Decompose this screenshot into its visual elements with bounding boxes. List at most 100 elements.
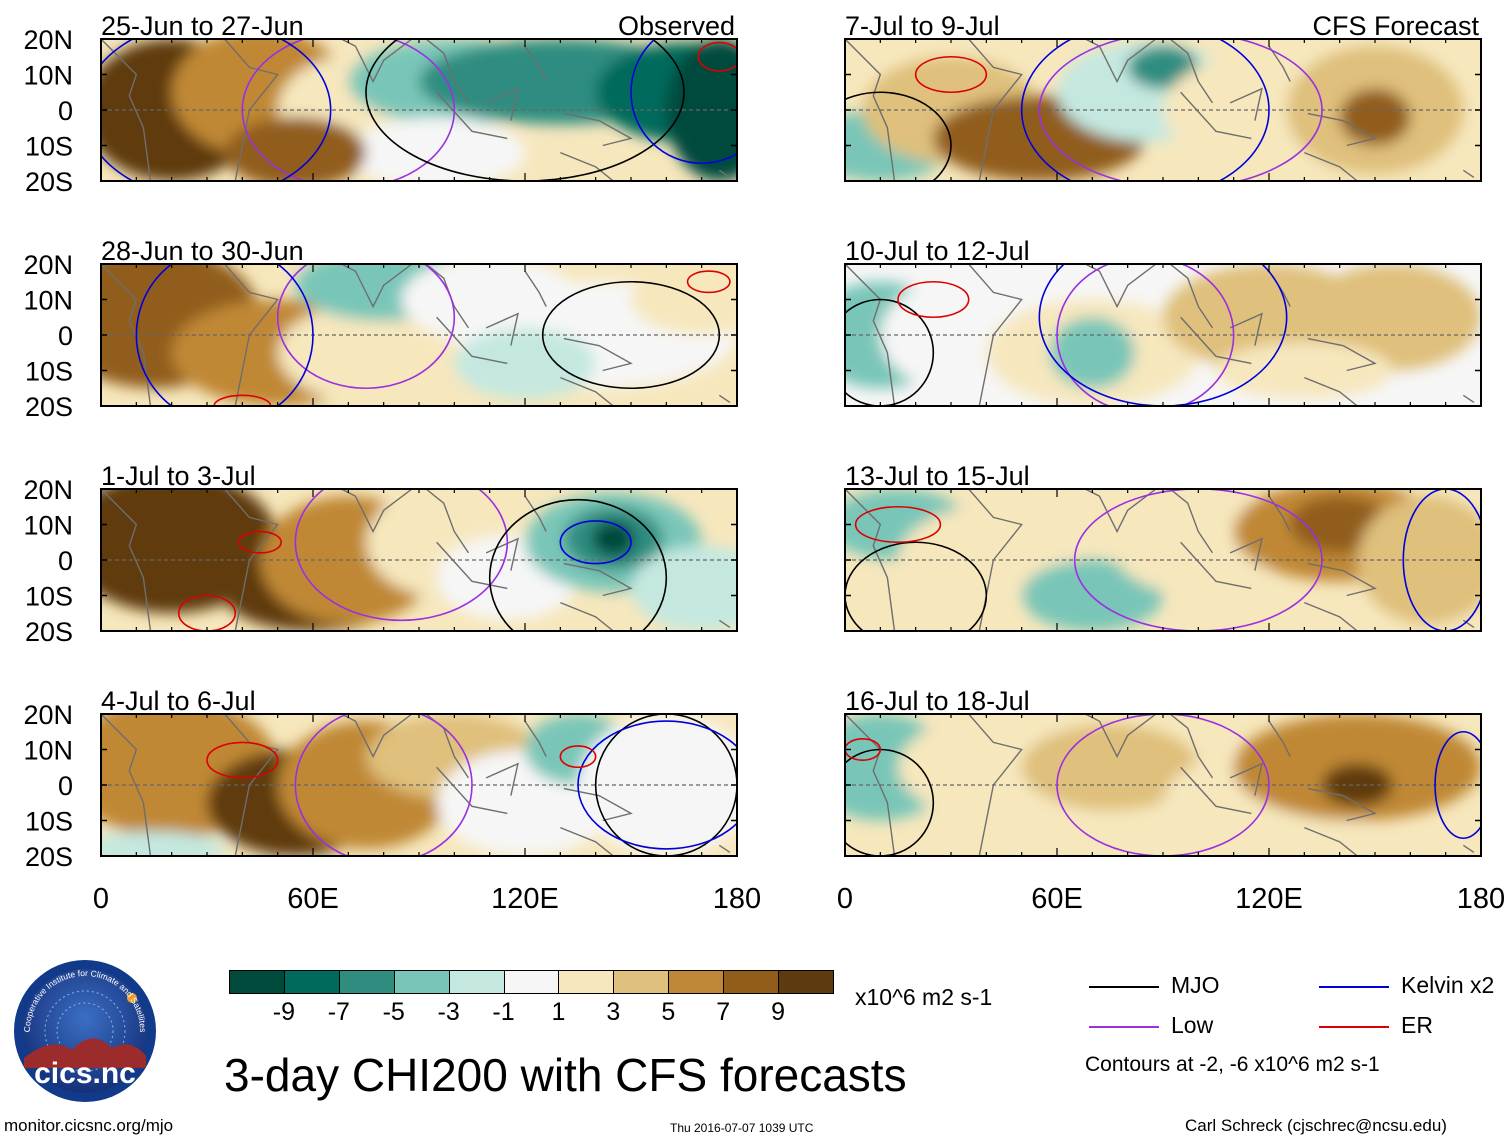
legend-swatch <box>1319 1026 1389 1028</box>
footer-author: Carl Schreck (cjschrec@ncsu.edu) <box>1185 1116 1447 1135</box>
chi-anomaly-region <box>631 545 737 631</box>
y-tick-label: 10N <box>23 511 73 541</box>
legend-swatch <box>1319 986 1389 988</box>
chi-anomaly-region <box>1339 88 1411 146</box>
kel-contour <box>630 39 737 165</box>
x-tick-label: 60E <box>1031 883 1083 915</box>
er-contour <box>697 41 737 72</box>
panel-period-label: 28-Jun to 30-Jun <box>101 236 304 266</box>
legend-entry: MJO <box>1085 972 1285 1002</box>
colorbar-swatch <box>283 970 340 994</box>
colorbar-swatch <box>558 970 615 994</box>
colorbar-swatch <box>503 970 560 994</box>
legend-entry: Low <box>1085 1012 1285 1042</box>
map-panel: 28-Jun to 30-Jun <box>100 236 738 407</box>
coastlines <box>845 264 1475 406</box>
y-tick-label: 10N <box>23 286 73 316</box>
colorbar-label: -7 <box>327 998 350 1026</box>
er-contour <box>559 745 597 769</box>
y-tick-label: 10N <box>23 736 73 766</box>
figure-title: 3-day CHI200 with CFS forecasts <box>224 1049 907 1101</box>
colorbar-swatch <box>448 970 505 994</box>
colorbar-swatch <box>613 970 670 994</box>
low-contour <box>241 39 456 181</box>
kel-contour <box>135 264 314 406</box>
y-tick-label: 10S <box>25 807 73 837</box>
colorbar-units: x10^6 m2 s-1 <box>855 984 993 1010</box>
map-panel: 25-Jun to 27-Jun Observed <box>100 11 738 182</box>
y-tick-label: 0 <box>58 546 73 576</box>
low-contour <box>294 714 473 856</box>
footer-url[interactable]: monitor.cicsnc.org/mjo <box>4 1116 174 1135</box>
x-tick-label: 120E <box>1235 883 1303 915</box>
kel-contour <box>559 520 632 565</box>
er-contour <box>845 738 882 761</box>
legend-swatch <box>1089 1026 1159 1028</box>
y-tick-label: 0 <box>58 321 73 351</box>
colorbar-swatch <box>668 970 725 994</box>
y-tick-label: 20S <box>25 842 73 872</box>
low-contour <box>1038 39 1323 181</box>
er-contour <box>914 55 988 94</box>
colorbar-label: -5 <box>382 998 405 1026</box>
legend-entry: Kelvin x2 <box>1315 972 1510 1002</box>
low-contour <box>276 264 456 390</box>
colorbar-label: -3 <box>437 998 460 1026</box>
chi-anomaly-region <box>454 327 596 399</box>
panel-period-label: 13-Jul to 15-Jul <box>845 461 1030 491</box>
panel-period-label: 25-Jun to 27-Jun <box>101 11 304 41</box>
coastlines <box>845 714 1475 856</box>
cicsnc-logo-graphic: Cooperative Institute for Climate and Sa… <box>14 960 156 1102</box>
kel-contour <box>101 39 332 181</box>
chi-anomaly-region <box>578 714 737 856</box>
mjo-contour <box>541 280 721 390</box>
contour-legend: MJO Kelvin x2 Low ER <box>1085 972 1505 1052</box>
panel-period-label: 1-Jul to 3-Jul <box>101 461 256 491</box>
contour-note: Contours at -2, -6 x10^6 m2 s-1 <box>1085 1053 1380 1076</box>
legend-label: MJO <box>1171 972 1220 998</box>
low-contour <box>1056 714 1270 856</box>
colorbar-labels: -9 -7 -5 -3 -1 1 3 5 7 9 <box>229 998 833 1028</box>
colorbar-label: 3 <box>606 998 621 1026</box>
colorbar-label: 7 <box>716 998 731 1026</box>
colorbar-label: 9 <box>771 998 786 1026</box>
mjo-contour <box>488 498 668 631</box>
colorbar-swatch <box>778 970 834 994</box>
chi-anomaly-region <box>1127 46 1199 89</box>
chi-anomaly-region <box>1304 264 1481 371</box>
colorbar-swatch <box>229 970 285 994</box>
legend-label: Low <box>1171 1012 1214 1038</box>
x-tick-label: 60E <box>287 883 339 915</box>
er-contour <box>854 505 942 544</box>
kel-contour <box>1434 730 1481 840</box>
column-label: Observed <box>618 11 735 41</box>
y-tick-label: 20N <box>23 25 73 55</box>
x-tick-label: 180 <box>1457 883 1505 915</box>
colorbar-label: 5 <box>661 998 676 1026</box>
y-tick-label: 20S <box>25 617 73 647</box>
colorbar-label: -1 <box>492 998 515 1026</box>
mjo-contour <box>365 39 685 181</box>
y-tick-label: 0 <box>58 771 73 801</box>
cicsnc-logo: Cooperative Institute for Climate and Sa… <box>12 958 158 1104</box>
map-panel: 10-Jul to 12-Jul <box>844 236 1482 407</box>
y-tick-label: 20S <box>25 167 73 197</box>
mjo-contour <box>845 541 988 631</box>
y-tick-label: 20S <box>25 392 73 422</box>
y-tick-label: 10S <box>25 132 73 162</box>
map-panel: 7-Jul to 9-Jul CFS Forecast <box>844 11 1482 182</box>
x-tick-label: 180 <box>713 883 761 915</box>
coastlines <box>101 489 731 631</box>
map-panel: 4-Jul to 6-Jul <box>100 686 738 857</box>
colorbar-label: 1 <box>551 998 566 1026</box>
er-contour <box>686 270 731 294</box>
chi-anomaly-region <box>631 264 737 335</box>
er-contour <box>897 280 970 319</box>
coastlines <box>101 39 731 181</box>
kel-contour <box>1038 264 1288 406</box>
colorbar-swatch <box>338 970 395 994</box>
colorbar-label: -9 <box>272 998 296 1026</box>
low-contour <box>1056 264 1235 406</box>
low-contour <box>1073 489 1323 631</box>
panel-period-label: 10-Jul to 12-Jul <box>845 236 1030 266</box>
